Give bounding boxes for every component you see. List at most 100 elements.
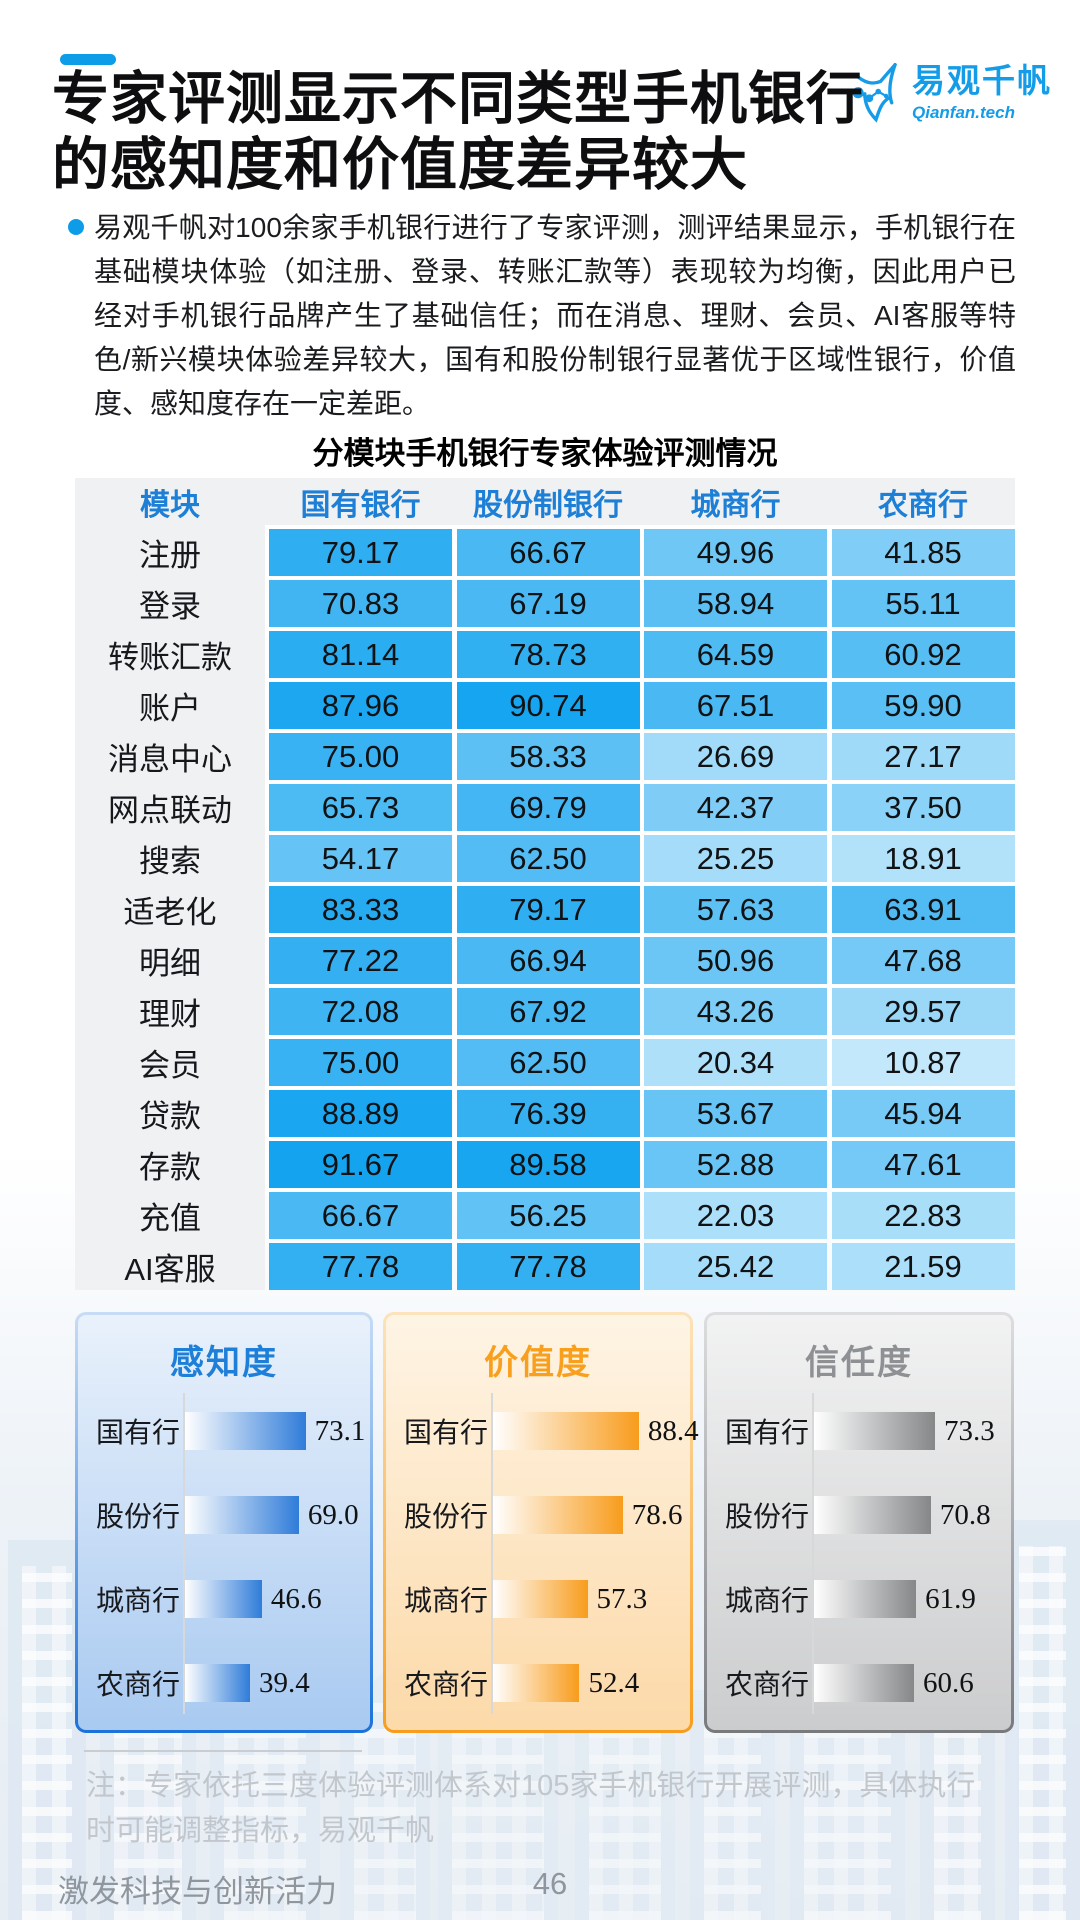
score-cell: 57.63 xyxy=(644,886,827,933)
score-cell: 77.78 xyxy=(456,1243,640,1290)
score-cell: 75.00 xyxy=(269,733,452,780)
score-cell: 55.11 xyxy=(831,580,1015,627)
axis-line xyxy=(491,1393,493,1714)
score-cell: 77.22 xyxy=(269,937,452,984)
bar-value-label: 69.0 xyxy=(307,1498,359,1531)
score-cell: 52.88 xyxy=(644,1141,827,1188)
score-cell: 53.67 xyxy=(644,1090,827,1137)
bar-category-label: 国有行 xyxy=(96,1417,181,1448)
intro-text: 易观千帆对100余家手机银行进行了专家评测，测评结果显示，手机银行在基础模块体验… xyxy=(94,212,1016,419)
score-cell: 60.92 xyxy=(831,631,1015,678)
panel-title: 感知度 xyxy=(170,1344,278,1382)
metric-panel: 感知度 国有行 73.1 股份行 69.0 城商行 46.6 农商行 39.4 xyxy=(75,1312,373,1733)
bar xyxy=(185,1580,262,1618)
score-cell: 66.67 xyxy=(456,529,640,576)
bar-value-label: 73.1 xyxy=(314,1414,366,1447)
bar-value-label: 46.6 xyxy=(270,1582,322,1615)
building xyxy=(8,1540,86,1920)
bar-row: 农商行 60.6 xyxy=(707,1659,974,1707)
score-cell: 26.69 xyxy=(644,733,827,780)
score-cell: 27.17 xyxy=(831,733,1015,780)
module-label: 理财 xyxy=(139,997,201,1032)
panel-chart: 国有行 88.4 股份行 78.6 城商行 57.3 农商行 52.4 xyxy=(386,1385,699,1730)
bar xyxy=(185,1496,299,1534)
bar-value-label: 78.6 xyxy=(631,1498,683,1531)
score-cell: 20.34 xyxy=(644,1039,827,1086)
bar-row: 国有行 73.1 xyxy=(78,1407,365,1455)
bar-row: 股份行 78.6 xyxy=(386,1491,682,1539)
module-label: 贷款 xyxy=(139,1099,201,1134)
bar-category-label: 城商行 xyxy=(96,1585,181,1616)
bar-row: 国有行 88.4 xyxy=(386,1407,699,1455)
bar xyxy=(493,1664,580,1702)
axis-line xyxy=(183,1393,185,1714)
module-label: 转账汇款 xyxy=(108,640,232,675)
score-cell: 90.74 xyxy=(456,682,640,729)
bar-value-label: 88.4 xyxy=(647,1414,699,1447)
score-cell: 89.58 xyxy=(456,1141,640,1188)
bar-row: 城商行 57.3 xyxy=(386,1575,647,1623)
score-table: 模块 国有银行 股份制银行 城商行 农商行 注册 79.17 66.67 49.96 41.85 登… xyxy=(75,478,1015,1290)
score-cell: 47.61 xyxy=(831,1141,1015,1188)
brand-domain: Qianfan.tech xyxy=(912,103,1015,122)
bar-value-label: 57.3 xyxy=(596,1582,648,1615)
score-cell: 67.92 xyxy=(456,988,640,1035)
bar xyxy=(814,1664,914,1702)
bar xyxy=(185,1664,250,1702)
score-cell: 64.59 xyxy=(644,631,827,678)
bar xyxy=(185,1412,306,1450)
panel-chart: 国有行 73.1 股份行 69.0 城商行 46.6 农商行 39.4 xyxy=(78,1385,370,1730)
bar-row: 城商行 46.6 xyxy=(78,1575,322,1623)
bar-category-label: 城商行 xyxy=(725,1585,810,1616)
module-label: 明细 xyxy=(139,946,201,981)
footer-slogan: 激发科技与创新活力 xyxy=(58,1874,337,1909)
score-cell: 63.91 xyxy=(831,886,1015,933)
brand-name: 易观千帆 xyxy=(912,62,1052,99)
module-label: 搜索 xyxy=(139,844,201,879)
column-header: 城商行 xyxy=(690,488,781,522)
module-label: 账户 xyxy=(139,691,201,726)
score-cell: 76.39 xyxy=(456,1090,640,1137)
score-cell: 65.73 xyxy=(269,784,452,831)
bar-category-label: 股份行 xyxy=(404,1501,489,1532)
score-cell: 25.42 xyxy=(644,1243,827,1290)
module-label: 网点联动 xyxy=(108,793,232,828)
score-cell: 21.59 xyxy=(831,1243,1015,1290)
score-cell: 58.33 xyxy=(456,733,640,780)
building xyxy=(1005,1520,1080,1920)
score-cell: 45.94 xyxy=(831,1090,1015,1137)
score-cell: 66.67 xyxy=(269,1192,452,1239)
bar-value-label: 60.6 xyxy=(922,1666,974,1699)
page-title: 专家评测显示不同类型手机银行 的感知度和价值度差异较大 xyxy=(52,66,864,198)
module-label: 注册 xyxy=(139,538,201,573)
score-cell: 54.17 xyxy=(269,835,452,882)
score-cell: 75.00 xyxy=(269,1039,452,1086)
bar-row: 国有行 73.3 xyxy=(707,1407,995,1455)
column-header: 国有银行 xyxy=(300,488,421,522)
bar-value-label: 70.8 xyxy=(939,1498,991,1531)
score-cell: 87.96 xyxy=(269,682,452,729)
bar xyxy=(814,1580,917,1618)
score-cell: 69.79 xyxy=(456,784,640,831)
score-cell: 25.25 xyxy=(644,835,827,882)
score-cell: 47.68 xyxy=(831,937,1015,984)
module-label: AI客服 xyxy=(124,1252,216,1287)
panel-title: 信任度 xyxy=(805,1344,913,1382)
note-divider xyxy=(84,1750,362,1752)
page-number: 46 xyxy=(532,1866,568,1901)
bar-category-label: 农商行 xyxy=(725,1669,810,1700)
score-cell: 88.89 xyxy=(269,1090,452,1137)
bullet-icon xyxy=(68,219,84,235)
bar-category-label: 国有行 xyxy=(725,1417,810,1448)
score-cell: 22.83 xyxy=(831,1192,1015,1239)
page-title-line2: 的感知度和价值度差异较大 xyxy=(52,133,748,197)
axis-line xyxy=(812,1393,814,1714)
score-cell: 81.14 xyxy=(269,631,452,678)
score-cell: 83.33 xyxy=(269,886,452,933)
metric-panel: 价值度 国有行 88.4 股份行 78.6 城商行 57.3 农商行 52.4 xyxy=(383,1312,699,1733)
bar xyxy=(814,1496,931,1534)
score-cell: 10.87 xyxy=(831,1039,1015,1086)
score-cell: 62.50 xyxy=(456,835,640,882)
bar-category-label: 国有行 xyxy=(404,1417,489,1448)
score-cell: 79.17 xyxy=(456,886,640,933)
